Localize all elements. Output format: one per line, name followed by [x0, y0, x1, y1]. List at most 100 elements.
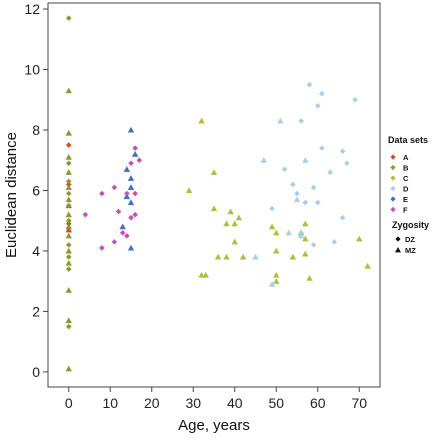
- data-point-b: [65, 178, 72, 185]
- data-point-b: [65, 317, 72, 324]
- data-point-d: [319, 145, 325, 151]
- data-point-c: [364, 262, 371, 269]
- data-point-b: [65, 129, 72, 136]
- data-point-b: [65, 287, 72, 293]
- data-point-c: [289, 253, 297, 260]
- legend-marker-dz: [395, 236, 401, 242]
- data-point-f: [119, 229, 126, 236]
- data-point-d: [269, 205, 275, 212]
- data-point-d: [306, 81, 313, 88]
- data-point-e: [119, 223, 126, 230]
- data-point-f: [136, 157, 143, 164]
- x-tick-label: 60: [310, 395, 326, 411]
- legend-marker-a: [390, 154, 396, 160]
- data-point-d: [285, 229, 292, 236]
- data-point-c: [202, 271, 209, 278]
- data-point-b: [65, 259, 72, 266]
- data-point-e: [127, 244, 135, 251]
- x-axis: 0 10 20 30 40 50 60 70: [65, 387, 367, 411]
- x-tick-label: 30: [185, 395, 201, 411]
- data-point-b: [65, 196, 72, 203]
- legend-label-mz: MZ: [405, 246, 416, 255]
- data-point-c: [302, 235, 309, 242]
- legend-label-a: A: [403, 153, 409, 162]
- data-point-c: [214, 253, 222, 260]
- data-point-e: [127, 184, 135, 191]
- data-point-d: [268, 280, 276, 287]
- data-point-c: [227, 208, 234, 215]
- data-point-c: [223, 253, 230, 260]
- data-point-c: [235, 214, 243, 221]
- data-point-b: [65, 190, 72, 197]
- legend-marker-mz: [395, 247, 401, 253]
- y-tick-label: 2: [32, 303, 40, 319]
- data-point-b: [65, 154, 72, 160]
- data-point-d: [294, 190, 300, 197]
- data-point-c: [302, 250, 309, 257]
- data-point-d: [293, 196, 301, 203]
- data-point-e: [131, 150, 139, 157]
- legend-marker-f: [390, 206, 396, 213]
- data-point-d: [252, 253, 259, 260]
- data-point-d: [352, 96, 358, 103]
- data-point-f: [111, 184, 118, 191]
- data-point-d: [339, 148, 346, 154]
- data-point-a: [65, 142, 72, 148]
- legend-marker-d: [390, 185, 396, 192]
- legend-title-zygosity: Zygosity: [392, 220, 429, 230]
- data-point-d: [319, 90, 325, 97]
- data-point-f: [128, 160, 134, 167]
- legend-label-b: B: [403, 164, 409, 173]
- x-tick-label: 70: [351, 395, 367, 411]
- data-point-b: [65, 242, 72, 248]
- data-point-b: [65, 184, 72, 191]
- data-point-f: [82, 211, 89, 218]
- legend-label-c: C: [403, 174, 409, 183]
- y-axis: 0 2 4 6 8 10 12: [24, 1, 48, 380]
- legend-title-datasets: Data sets: [388, 135, 428, 145]
- data-point-f: [132, 145, 138, 151]
- plot-area: [47, 2, 381, 388]
- data-point-c: [273, 277, 280, 284]
- data-point-c: [273, 247, 280, 254]
- data-point-c: [273, 229, 280, 236]
- data-point-c: [210, 205, 218, 212]
- data-point-f: [111, 239, 118, 245]
- data-point-f: [99, 190, 105, 197]
- legend-label-e: E: [403, 195, 408, 204]
- data-point-d: [310, 184, 317, 191]
- data-point-d: [339, 214, 346, 221]
- data-point-b: [65, 169, 72, 175]
- data-point-c: [356, 235, 363, 242]
- data-point-b: [65, 202, 72, 209]
- data-point-f: [128, 214, 134, 221]
- x-tick-label: 50: [268, 395, 284, 411]
- data-point-c: [239, 253, 247, 260]
- x-tick-label: 0: [65, 395, 73, 411]
- data-point-f: [99, 245, 105, 251]
- data-point-d: [297, 232, 305, 239]
- data-point-f: [124, 190, 130, 197]
- data-point-d: [290, 181, 296, 188]
- data-point-e: [127, 175, 135, 181]
- data-point-d: [302, 157, 309, 163]
- data-point-d: [314, 103, 321, 109]
- data-point-b: [65, 232, 72, 239]
- data-point-b: [65, 247, 72, 254]
- data-point-d: [260, 157, 267, 163]
- data-point-b: [65, 160, 72, 167]
- y-tick-label: 10: [24, 62, 40, 78]
- legend-marker-c: [390, 175, 396, 181]
- data-point-c: [273, 271, 280, 278]
- y-tick-label: 12: [24, 1, 40, 17]
- data-point-f: [124, 233, 130, 239]
- legend-label-f: F: [403, 206, 408, 215]
- data-point-c: [231, 220, 238, 227]
- data-point-c: [185, 187, 193, 194]
- data-point-c: [198, 117, 205, 124]
- data-point-b: [65, 323, 72, 330]
- data-point-f: [115, 208, 122, 215]
- legend-marker-e: [390, 196, 396, 202]
- data-point-d: [310, 242, 317, 248]
